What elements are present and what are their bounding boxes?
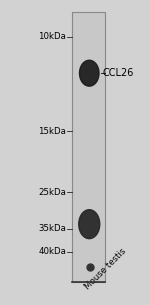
Text: CCL26: CCL26 bbox=[103, 68, 134, 78]
Bar bbox=[72, 12, 105, 282]
Text: 25kDa: 25kDa bbox=[38, 188, 66, 197]
Text: 10kDa: 10kDa bbox=[38, 32, 66, 41]
Ellipse shape bbox=[79, 210, 100, 239]
Text: 15kDa: 15kDa bbox=[38, 127, 66, 136]
Ellipse shape bbox=[80, 60, 99, 86]
Text: 40kDa: 40kDa bbox=[38, 247, 66, 256]
Text: Mouse testis: Mouse testis bbox=[83, 246, 128, 291]
Text: 35kDa: 35kDa bbox=[38, 224, 66, 233]
